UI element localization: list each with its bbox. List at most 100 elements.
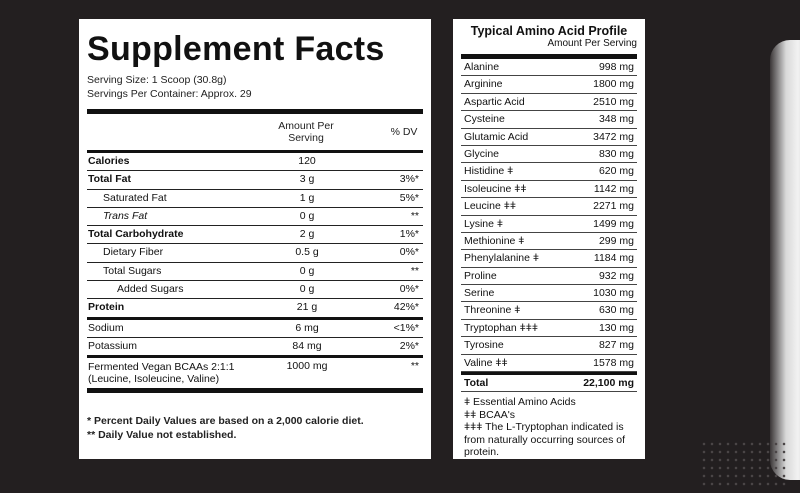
amino-name: Aspartic Acid (464, 95, 525, 108)
note-bcaa: ǂǂ BCAA's (464, 408, 516, 421)
serving-size: Serving Size: 1 Scoop (30.8g) (87, 74, 227, 86)
nutrient-row-saturated-fat: Saturated Fat 1 g 5%* (87, 190, 423, 208)
nutrient-row-bcaas: Fermented Vegan BCAAs 2:1:1 (Leucine, Is… (87, 358, 423, 388)
amino-value: 1578 mg (593, 356, 634, 369)
amino-name: Threonine ǂ (464, 304, 521, 317)
amino-total-label: Total (464, 377, 489, 390)
amino-name: Methionine ǂ (464, 234, 525, 247)
amino-value: 1184 mg (593, 252, 634, 265)
nutrient-row-calories: Calories 120 (87, 150, 423, 172)
amino-value: 620 mg (598, 165, 634, 178)
amino-row: Threonine ǂ 630 mg (461, 302, 637, 320)
amino-row: Tyrosine 827 mg (461, 337, 637, 355)
servings-per-container: Servings Per Container: Approx. 29 (87, 88, 252, 100)
amino-row: Phenylalanine ǂ 1184 mg (461, 250, 637, 268)
divider-thick (87, 109, 423, 114)
amino-row: Arginine 1800 mg (461, 76, 637, 94)
nutrient-amount: 0 g (299, 264, 315, 277)
amino-name: Tyrosine (464, 339, 504, 352)
nutrient-amount: 84 mg (292, 339, 322, 352)
nutrient-name: Saturated Fat (103, 191, 167, 204)
amino-row: Valine ǂǂ 1578 mg (461, 355, 637, 373)
nutrient-name: Protein (88, 301, 125, 314)
amino-name: Lysine ǂ (464, 217, 504, 230)
nutrient-row-protein: Protein 21 g 42%* (87, 299, 423, 320)
header-amount: Amount Per Serving (278, 120, 334, 144)
nutrient-name: Total Sugars (103, 264, 162, 277)
nutrient-amount: 21 g (296, 301, 318, 314)
nutrient-row-total-fat: Total Fat 3 g 3%* (87, 171, 423, 190)
amino-name: Histidine ǂ (464, 165, 514, 178)
nutrient-name: Total Fat (88, 173, 131, 186)
amino-row: Lysine ǂ 1499 mg (461, 216, 637, 233)
amino-name: Arginine (464, 78, 503, 91)
dot-pattern (700, 440, 790, 490)
amino-total-row: Total 22,100 mg (461, 372, 637, 393)
nutrient-name: Fermented Vegan BCAAs 2:1:1 (Leucine, Is… (88, 361, 235, 386)
nutrient-dv: ** (410, 209, 419, 222)
nutrient-amount: 0 g (299, 209, 315, 222)
amino-name: Phenylalanine ǂ (464, 252, 540, 265)
amino-row: Histidine ǂ 620 mg (461, 163, 637, 181)
nutrient-name: Trans Fat (103, 209, 148, 222)
nutrient-name: Calories (88, 155, 130, 167)
amino-value: 3472 mg (593, 130, 634, 143)
amino-name: Proline (464, 269, 497, 282)
amino-name: Alanine (464, 61, 500, 73)
amino-name: Serine (464, 287, 495, 300)
nutrient-dv: ** (410, 264, 419, 277)
amino-row: Alanine 998 mg (461, 59, 637, 77)
nutrient-amount: 6 mg (295, 321, 319, 334)
nutrient-dv: 1%* (399, 228, 419, 241)
amino-row: Aspartic Acid 2510 mg (461, 94, 637, 112)
amino-value: 130 mg (598, 321, 634, 334)
nutrient-amount: 120 (298, 155, 316, 167)
amino-acid-panel: Typical Amino Acid Profile Amount Per Se… (453, 19, 645, 459)
supplement-facts-panel: Supplement Facts Serving Size: 1 Scoop (… (79, 19, 431, 459)
amino-row: Leucine ǂǂ 2271 mg (461, 198, 637, 216)
divider-thick (461, 54, 637, 59)
amino-value: 2271 mg (593, 200, 634, 213)
nutrient-name: Potassium (88, 339, 138, 352)
amino-total-value: 22,100 mg (583, 377, 634, 390)
nutrient-dv: 0%* (399, 283, 419, 296)
nutrient-dv: ** (410, 360, 419, 373)
header-dv: % DV (390, 126, 418, 138)
amino-row: Glycine 830 mg (461, 146, 637, 164)
amino-name: Valine ǂǂ (464, 356, 508, 369)
nutrient-amount: 2 g (299, 228, 315, 241)
nutrient-dv: 42%* (393, 301, 419, 314)
nutrient-row-total-sugars: Total Sugars 0 g ** (87, 263, 423, 282)
amino-value: 2510 mg (593, 95, 634, 108)
amino-title: Typical Amino Acid Profile (470, 24, 628, 38)
amino-value: 830 mg (598, 147, 634, 160)
supplement-facts-title: Supplement Facts (87, 30, 385, 68)
nutrient-amount: 0.5 g (295, 246, 319, 259)
nutrient-dv: 3%* (399, 173, 419, 186)
amino-subtitle: Amount Per Serving (547, 38, 638, 49)
divider-thick-bottom (87, 388, 423, 394)
nutrient-dv: 0%* (399, 246, 419, 259)
nutrient-name: Total Carbohydrate (88, 228, 184, 241)
amino-row: Proline 932 mg (461, 268, 637, 286)
amino-value: 1800 mg (593, 78, 634, 91)
amino-value: 1142 mg (593, 182, 634, 195)
note-essential: ǂ Essential Amino Acids (464, 396, 576, 409)
footnote-dv-not-established: ** Daily Value not established. (87, 429, 237, 441)
amino-value: 998 mg (598, 61, 634, 73)
nutrient-row-potassium: Potassium 84 mg 2%* (87, 338, 423, 359)
amino-rows: Alanine 998 mg Arginine 1800 mg Aspartic Aci… (461, 59, 637, 373)
amino-row: Methionine ǂ 299 mg (461, 233, 637, 251)
amino-name: Isoleucine ǂǂ (464, 182, 527, 195)
nutrient-row-added-sugars: Added Sugars 0 g 0%* (87, 281, 423, 300)
amino-row: Serine 1030 mg (461, 285, 637, 303)
nutrient-name: Dietary Fiber (103, 246, 164, 259)
amino-value: 932 mg (598, 269, 634, 282)
nutrient-row-trans-fat: Trans Fat 0 g ** (87, 208, 423, 227)
amino-row: Glutamic Acid 3472 mg (461, 129, 637, 146)
nutrient-dv: 2%* (399, 339, 419, 352)
amino-value: 827 mg (598, 339, 634, 352)
amino-name: Tryptophan ǂǂǂ (464, 321, 539, 334)
nutrient-row-total-carbohydrate: Total Carbohydrate 2 g 1%* (87, 226, 423, 245)
amino-value: 1499 mg (593, 217, 634, 230)
